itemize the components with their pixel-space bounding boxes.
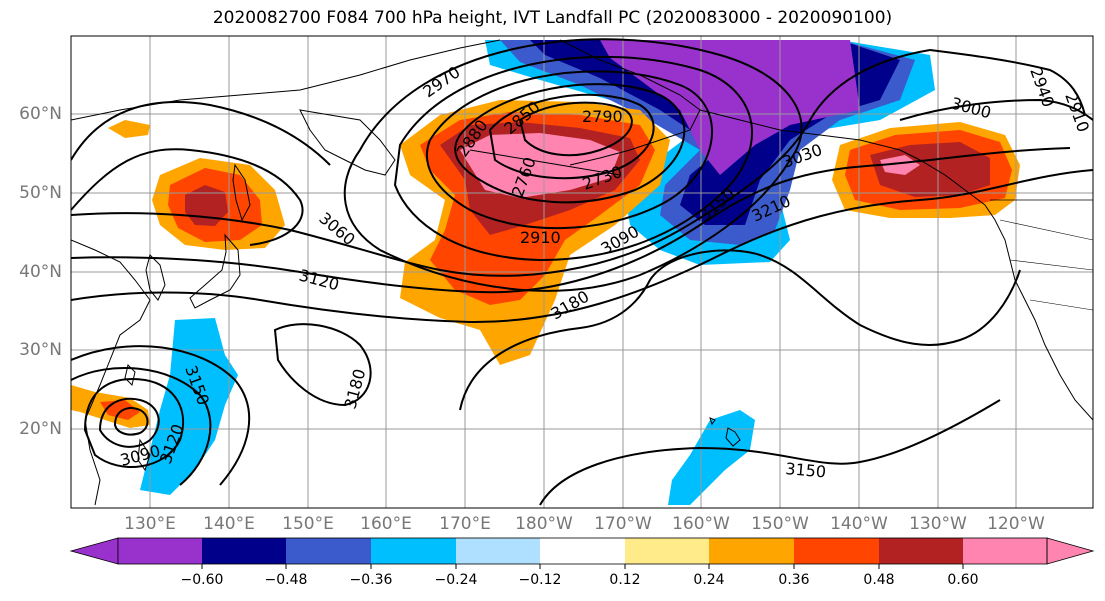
shading-layer — [71, 40, 1020, 505]
colorbar-tick-label: 0.48 — [863, 572, 895, 588]
colorbar-tick-label: 0.36 — [778, 572, 810, 588]
colorbar-tick-label: −0.48 — [264, 572, 308, 588]
lon-label: 170°W — [594, 514, 652, 534]
lon-label: 180°W — [515, 514, 573, 534]
lon-label: 130°E — [124, 514, 176, 534]
lon-label: 140°W — [830, 514, 888, 534]
colorbar-tick-label: 0.60 — [947, 572, 979, 588]
contour-label: 3150 — [785, 459, 827, 481]
lon-label: 160°E — [360, 514, 412, 534]
lat-label: 20°N — [19, 419, 62, 439]
lon-label: 120°W — [987, 514, 1045, 534]
map-title: 2020082700 F084 700 hPa height, IVT Land… — [212, 8, 893, 28]
map-frame — [70, 35, 1094, 509]
colorbar-tick-label: −0.36 — [349, 572, 393, 588]
contour-label: 2790 — [582, 107, 623, 126]
height-contours — [71, 38, 1093, 506]
lat-label: 40°N — [19, 262, 62, 282]
lat-label: 30°N — [19, 340, 62, 360]
colorbar-tick-label: −0.12 — [518, 572, 562, 588]
contour-label: 2910 — [520, 228, 561, 247]
lat-label: 50°N — [19, 183, 62, 203]
lon-label: 140°E — [203, 514, 255, 534]
colorbar-tick-label: 0.12 — [609, 572, 641, 588]
lat-label: 60°N — [19, 104, 62, 124]
colorbar-tick-label: −0.24 — [434, 572, 478, 588]
lon-label: 130°W — [909, 514, 967, 534]
lon-label: 160°W — [672, 514, 730, 534]
lon-label: 150°W — [751, 514, 809, 534]
lon-label: 170°E — [439, 514, 491, 534]
colorbar — [69, 537, 1095, 569]
colorbar-tick-label: 0.24 — [693, 572, 725, 588]
lon-label: 150°E — [282, 514, 334, 534]
colorbar-tick-label: −0.60 — [180, 572, 224, 588]
